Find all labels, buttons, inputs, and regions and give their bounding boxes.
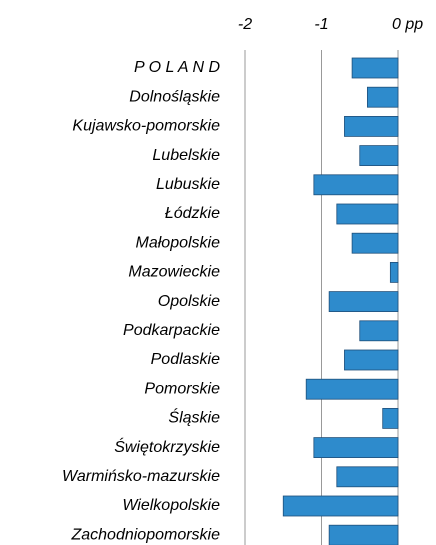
y-tick-label: Łódzkie: [165, 205, 220, 222]
y-tick-label: Świętokrzyskie: [114, 437, 220, 456]
bar: [359, 145, 399, 167]
y-tick-label: Mazowieckie: [128, 264, 220, 281]
y-tick-label: Pomorskie: [144, 380, 220, 397]
y-tick-label: Wielkopolskie: [122, 497, 220, 514]
bar: [313, 437, 399, 459]
y-tick-label: Małopolskie: [136, 234, 221, 251]
y-tick-label: Śląskie: [168, 408, 220, 427]
bar: [328, 524, 399, 545]
bar: [344, 116, 399, 137]
y-tick-label: Zachodniopomorskie: [70, 526, 220, 543]
x-tick-label: -2: [238, 16, 252, 33]
y-tick-label: Dolnośląskie: [129, 88, 220, 105]
bar: [305, 378, 399, 400]
bar: [382, 407, 399, 429]
y-tick-label: Opolskie: [158, 293, 220, 310]
bar: [359, 320, 399, 342]
bar: [351, 232, 399, 254]
bar: [328, 291, 399, 313]
x-tick-label: 0 pp: [392, 16, 423, 33]
y-tick-label: Podkarpackie: [123, 322, 220, 339]
bar: [366, 86, 399, 108]
bar: [351, 57, 399, 79]
bar: [282, 495, 399, 517]
bar: [336, 466, 399, 488]
x-tick-label: -1: [314, 16, 328, 33]
bar: [336, 203, 399, 225]
y-tick-label: Kujawsko-pomorskie: [72, 118, 220, 135]
bar: [313, 174, 399, 196]
y-tick-label: Warmińsko-mazurskie: [62, 468, 220, 485]
y-tick-label: Lubelskie: [152, 147, 220, 164]
bar: [389, 261, 399, 283]
y-tick-label: Lubuskie: [156, 176, 220, 193]
bar: [344, 349, 399, 371]
y-tick-label: P O L A N D: [134, 59, 220, 76]
y-tick-label: Podlaskie: [151, 351, 220, 368]
